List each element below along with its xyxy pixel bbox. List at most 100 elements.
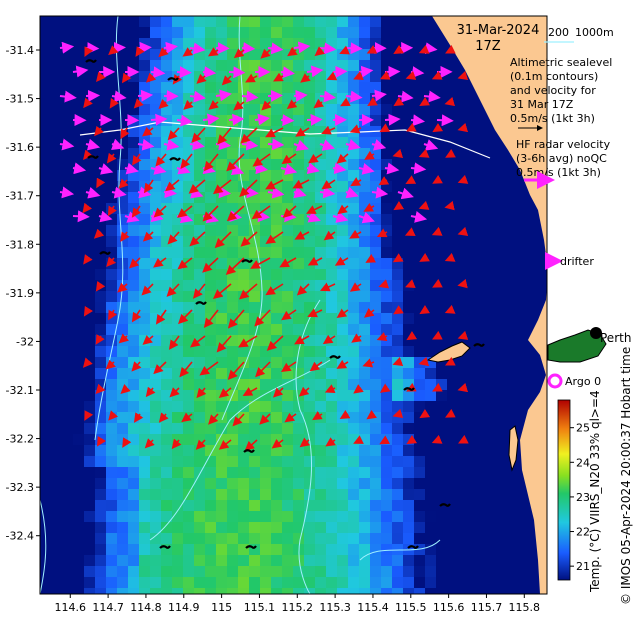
sst-cell xyxy=(106,467,118,479)
sst-cell xyxy=(73,522,85,534)
sst-cell xyxy=(403,335,415,347)
hf-vector xyxy=(423,42,438,55)
hf-vector xyxy=(241,138,259,151)
sst-cell xyxy=(62,445,74,457)
sst-cell xyxy=(271,412,283,424)
sst-cell xyxy=(106,577,118,589)
altimetry-vector xyxy=(131,205,142,218)
sst-cell xyxy=(491,181,503,193)
sst-cell xyxy=(84,390,96,402)
sst-cell xyxy=(469,434,481,446)
sst-cell xyxy=(271,533,283,545)
sst-cell xyxy=(95,412,107,424)
sst-cell xyxy=(359,577,371,589)
sst-cell xyxy=(73,566,85,578)
altimetry-vector xyxy=(362,358,375,368)
sst-cell xyxy=(403,368,415,380)
sst-cell xyxy=(161,115,173,127)
sst-cell xyxy=(469,335,481,347)
sst-cell xyxy=(348,27,360,39)
sst-cell xyxy=(315,302,327,314)
y-tick-label: -32.4 xyxy=(6,530,34,543)
sst-cell xyxy=(84,511,96,523)
sst-cell xyxy=(84,159,96,171)
sst-cell xyxy=(502,357,514,369)
sst-cell xyxy=(359,368,371,380)
sst-cell xyxy=(238,126,250,138)
sst-cell xyxy=(106,225,118,237)
sst-cell xyxy=(62,247,74,259)
sst-cell xyxy=(249,60,261,72)
sst-cell xyxy=(447,478,459,490)
sst-cell xyxy=(348,522,360,534)
sst-cell xyxy=(183,137,195,149)
altimetry-vector xyxy=(252,153,271,167)
sst-cell xyxy=(84,258,96,270)
sst-cell xyxy=(106,533,118,545)
colorbar xyxy=(557,399,571,581)
sst-cell xyxy=(458,423,470,435)
hf-vector xyxy=(59,138,75,151)
sst-cell xyxy=(62,390,74,402)
sst-cell xyxy=(139,291,151,303)
sst-cell xyxy=(447,467,459,479)
hf-vector xyxy=(319,42,337,55)
altimetry-vector xyxy=(254,309,271,327)
sst-cell xyxy=(216,27,228,39)
sst-cell xyxy=(359,49,371,61)
sst-cell xyxy=(282,566,294,578)
sst-cell xyxy=(392,104,404,116)
sst-cell xyxy=(392,148,404,160)
altimetry-vector xyxy=(457,278,468,289)
sst-cell xyxy=(458,412,470,424)
sst-cell xyxy=(480,170,492,182)
sst-cell xyxy=(84,357,96,369)
sst-cell xyxy=(260,170,272,182)
sst-cell xyxy=(370,544,382,556)
sst-cell xyxy=(62,258,74,270)
sst-cell xyxy=(304,401,316,413)
sst-cell xyxy=(73,280,85,292)
sst-cell xyxy=(414,104,426,116)
perth-region xyxy=(547,329,607,363)
sst-cell xyxy=(161,104,173,116)
sst-cell xyxy=(183,291,195,303)
sst-cell xyxy=(161,379,173,391)
sst-cell xyxy=(139,401,151,413)
sst-cell xyxy=(282,269,294,281)
sst-cell xyxy=(106,379,118,391)
altimetry-vector xyxy=(217,127,232,145)
sst-cell xyxy=(128,236,140,248)
sst-cell xyxy=(546,38,547,50)
sst-cell xyxy=(128,16,140,28)
sst-cell xyxy=(227,71,239,83)
sst-cell xyxy=(348,456,360,468)
sst-cell xyxy=(524,379,536,391)
sst-cell xyxy=(150,324,162,336)
sst-cell xyxy=(73,467,85,479)
altimetry-vector xyxy=(378,176,390,186)
sst-cell xyxy=(161,544,173,556)
altimetry-vector xyxy=(245,73,258,83)
sst-cell xyxy=(491,137,503,149)
sst-cell xyxy=(480,511,492,523)
sst-cell xyxy=(480,126,492,138)
sst-cell xyxy=(183,423,195,435)
sst-cell xyxy=(139,566,151,578)
sst-cell xyxy=(227,38,239,50)
sst-cell xyxy=(414,38,426,50)
drifter-track xyxy=(195,301,207,305)
sst-cell xyxy=(348,214,360,226)
sst-cell xyxy=(128,390,140,402)
sst-cell xyxy=(128,170,140,182)
sst-cell xyxy=(249,390,261,402)
sst-cell xyxy=(172,148,184,160)
sst-cell xyxy=(502,500,514,512)
sst-cell xyxy=(238,401,250,413)
sst-cell xyxy=(425,192,437,204)
sst-cell xyxy=(271,522,283,534)
sst-cell xyxy=(139,335,151,347)
sst-cell xyxy=(249,247,261,259)
sst-cell xyxy=(51,335,63,347)
colorbar-tick-label: 25 xyxy=(576,422,590,435)
